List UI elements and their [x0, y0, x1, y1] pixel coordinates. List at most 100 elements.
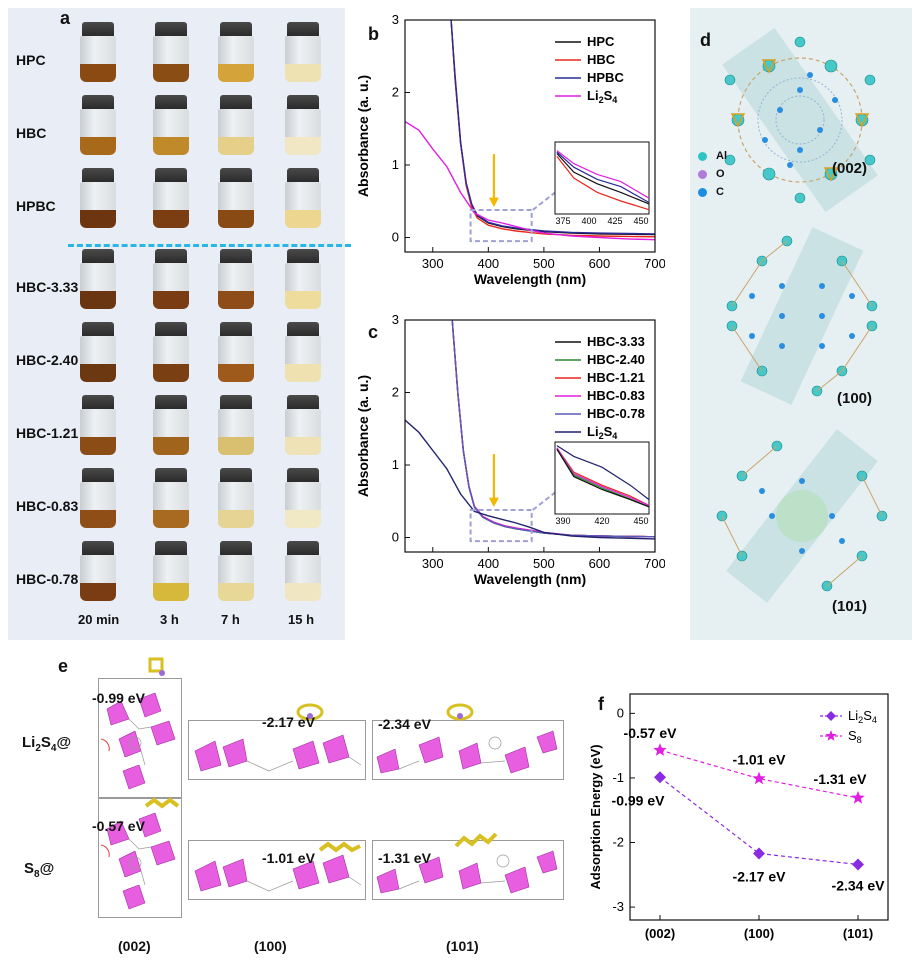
series-line: [659, 749, 859, 799]
x-tick-label: (101): [843, 926, 873, 941]
panel-letter-f: f: [598, 694, 604, 714]
y-tick-label: -1: [612, 770, 624, 785]
row-label-s8: S8@: [24, 860, 55, 880]
x-tick-label: 700: [644, 256, 665, 271]
data-label: -2.34 eV: [832, 877, 886, 893]
panel-letter-a: a: [60, 8, 71, 28]
vial: [283, 95, 323, 157]
vial: [216, 322, 256, 384]
arrow-head: [488, 197, 499, 208]
vial: [283, 395, 323, 457]
x-axis-label: Wavelength (nm): [474, 271, 586, 287]
inset-line: [556, 445, 650, 501]
vial: [151, 322, 191, 384]
panel-letter-c: c: [368, 322, 379, 342]
vial: [151, 395, 191, 457]
energy-s8-002: -0.57 eV: [92, 818, 145, 834]
x-tick-label: 500: [533, 556, 555, 571]
row-label-li2s4: Li2S4@: [22, 734, 72, 754]
vial: [283, 541, 323, 603]
zoom-region: [469, 508, 533, 543]
data-label: -1.31 eV: [814, 771, 868, 787]
atom-legend-label: Al: [716, 150, 727, 162]
atom-swatch: [698, 170, 707, 179]
inset-tick-label: 425: [607, 216, 622, 226]
vial: [151, 95, 191, 157]
time-label: 20 min: [78, 612, 120, 627]
legend-marker: [825, 730, 837, 741]
data-point-diamond: [852, 858, 864, 871]
inset-line: [556, 150, 650, 199]
x-tick-label: 600: [589, 256, 611, 271]
y-axis-label: Absorbance (a. u.): [355, 375, 371, 497]
inset-tick-label: 390: [555, 516, 570, 526]
plot-frame: [404, 319, 656, 553]
x-tick-label: 400: [477, 556, 499, 571]
data-label: -2.17 eV: [733, 868, 787, 884]
vial: [216, 395, 256, 457]
inset-line: [556, 151, 650, 204]
inset-line: [556, 447, 650, 506]
legend-label: Li2S4: [587, 88, 618, 105]
energy-li2s4-101: -2.34 eV: [378, 716, 431, 732]
model-li2s4-101: [372, 720, 564, 780]
facet-label-002: (002): [832, 160, 868, 177]
vial: [216, 541, 256, 603]
energy-s8-100: -1.01 eV: [262, 850, 315, 866]
uv-vis-chart-b: 300 400 500 600 700 0 1 2 3 Wavelength (nm) Absorb…: [355, 12, 665, 287]
vial: [151, 468, 191, 530]
vial: [283, 322, 323, 384]
uv-vis-chart-c: 300 400 500 600 700 0 1 2 3 Wavelength (nm) Absorb…: [355, 312, 665, 587]
vial-row-label: HBC-1.21: [16, 425, 79, 441]
vial: [151, 541, 191, 603]
legend-label: HBC-1.21: [587, 370, 645, 385]
model-li2s4-002: [98, 678, 182, 798]
x-tick-label: 400: [477, 256, 499, 271]
x-tick-label: 300: [422, 556, 444, 571]
y-tick-label: 3: [392, 312, 399, 327]
panel-letter-e: e: [58, 656, 69, 676]
legend-label: HBC-2.40: [587, 352, 645, 367]
time-label: 15 h: [288, 612, 315, 627]
inset-line: [556, 448, 650, 508]
legend-label: HBC-0.83: [587, 388, 645, 403]
li2s4-molecule-101: [446, 703, 474, 721]
energy-li2s4-100: -2.17 eV: [262, 714, 315, 730]
vial: [78, 322, 118, 384]
legend-label: HBC-3.33: [587, 334, 645, 349]
data-point-diamond: [753, 847, 765, 860]
inset-tick-label: 450: [633, 516, 648, 526]
vial: [216, 95, 256, 157]
vial: [283, 249, 323, 311]
zoom-connector: [532, 491, 556, 511]
vial-row-label: HPC: [16, 52, 46, 68]
energy-s8-101: -1.31 eV: [378, 850, 431, 866]
panel-letter-d: d: [700, 30, 711, 50]
model-s8-101: [372, 840, 564, 900]
time-label: 3 h: [160, 612, 179, 627]
y-tick-label: 0: [617, 705, 624, 720]
vial-row-label: HBC-0.78: [16, 571, 79, 587]
data-label: -1.01 eV: [733, 752, 787, 768]
inset-tick-label: 420: [594, 516, 609, 526]
panel-d-crystal-facets: d: [690, 8, 912, 640]
energy-li2s4-002: -0.99 eV: [92, 690, 145, 706]
y-axis-label: Absorbance (a. u.): [355, 75, 371, 197]
crystal-structure-illustration: [716, 27, 888, 603]
vial: [78, 22, 118, 84]
legend-label: HBC: [587, 52, 616, 67]
model-li2s4-100: [188, 720, 366, 780]
vial: [78, 95, 118, 157]
li2s4-molecule-100: [296, 703, 324, 721]
y-tick-label: -2: [612, 835, 624, 850]
y-tick-label: 1: [392, 157, 399, 172]
x-tick-label: 500: [533, 256, 555, 271]
data-point-diamond: [654, 771, 666, 784]
series-line: [405, 419, 655, 540]
group-divider: [68, 244, 351, 247]
legend-label: HBC-0.78: [587, 406, 645, 421]
data-label: -0.57 eV: [624, 725, 678, 741]
vial: [283, 168, 323, 230]
atom-swatch: [698, 188, 707, 197]
series-line: [659, 776, 859, 866]
